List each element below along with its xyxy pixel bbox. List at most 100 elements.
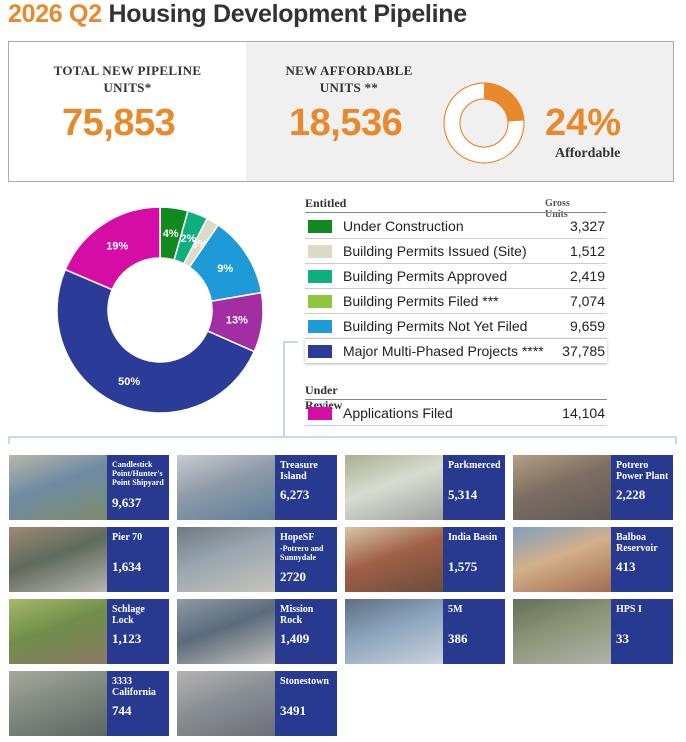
- project-name: 3333 California: [112, 676, 156, 698]
- donut-slice-label: 2%: [180, 233, 196, 245]
- legend-entitled-heading: Entitled: [305, 196, 347, 210]
- legend-swatch: [308, 295, 332, 308]
- legend-value: 1,512: [569, 243, 605, 259]
- donut-slice-label: 50%: [118, 376, 140, 388]
- project-photo: [345, 455, 443, 520]
- project-photo: [9, 527, 107, 592]
- project-name: Schlage Lock: [112, 604, 145, 626]
- affordable-units-value: 18,536: [289, 102, 403, 144]
- project-units: 5,314: [448, 487, 478, 502]
- project-card: Balboa Reservoir 413: [513, 527, 673, 592]
- legend-swatch: [308, 245, 332, 258]
- project-photo: [345, 599, 443, 664]
- legend-swatch: [308, 345, 332, 358]
- project-name: Potrero Power Plant: [616, 460, 669, 482]
- legend-row: Building Permits Not Yet Filed 9,659: [305, 314, 607, 339]
- project-photo: [177, 455, 275, 520]
- project-units: 386: [448, 631, 468, 646]
- legend-row: Building Permits Approved 2,419: [305, 264, 607, 289]
- project-card: India Basin 1,575: [345, 527, 505, 592]
- project-name: HopeSF -Potrero and Sunnydale: [280, 532, 336, 562]
- legend-value: 2,419: [569, 268, 605, 284]
- project-card: HPS I 33: [513, 599, 673, 664]
- project-photo: [513, 455, 611, 520]
- project-units: 1,409: [280, 631, 310, 646]
- legend-value: 37,785: [562, 343, 605, 359]
- project-name: Balboa Reservoir: [616, 532, 658, 554]
- project-card: Treasure Island 6,273: [177, 455, 337, 520]
- title-text: Housing Development Pipeline: [108, 0, 467, 28]
- donut-slice-label: 13%: [226, 314, 248, 326]
- projects-bracket: [8, 436, 677, 444]
- project-name: Stonestown: [280, 676, 329, 687]
- project-photo: [9, 671, 107, 736]
- legend-swatch: [308, 270, 332, 283]
- project-photo: [513, 599, 611, 664]
- project-name: Candlestick Point/Hunter's Point Shipyar…: [112, 460, 164, 487]
- project-name: Pier 70: [112, 532, 143, 543]
- pipeline-donut-chart: 4% 2%3%9%13%50%19%: [56, 206, 264, 414]
- project-card: Schlage Lock 1,123: [9, 599, 169, 664]
- project-name: Mission Rock: [280, 604, 314, 626]
- legend-row: Under Construction 3,327: [305, 214, 607, 239]
- legend-row: Building Permits Issued (Site) 1,512: [305, 239, 607, 264]
- legend-swatch: [308, 320, 332, 333]
- affordable-ring: [443, 82, 525, 164]
- project-photo: [9, 455, 107, 520]
- affordable-units-label: NEW AFFORDABLE UNITS **: [285, 63, 413, 95]
- project-units: 1,575: [448, 559, 478, 574]
- project-card: 5M 386: [345, 599, 505, 664]
- legend-name: Applications Filed: [343, 405, 453, 421]
- project-photo: [177, 527, 275, 592]
- affordable-ring-fill: [484, 83, 524, 122]
- project-photo: [345, 527, 443, 592]
- affordable-caption: Affordable: [555, 146, 621, 161]
- project-units: 6,273: [280, 487, 310, 502]
- project-card: 3333 California 744: [9, 671, 169, 736]
- project-card: Mission Rock 1,409: [177, 599, 337, 664]
- legend-rule: [305, 212, 607, 213]
- project-units: 9,637: [112, 495, 142, 510]
- project-units: 413: [616, 559, 636, 574]
- page-title: 2026 Q2 Housing Development Pipeline: [8, 0, 467, 29]
- project-units: 3491: [280, 703, 306, 718]
- legend-value: 3,327: [569, 218, 605, 234]
- legend-name: Building Permits Issued (Site): [343, 243, 527, 259]
- total-units-value: 75,853: [62, 102, 176, 144]
- legend-connector: [283, 341, 298, 436]
- project-card: Stonestown 3491: [177, 671, 337, 736]
- legend-name: Major Multi-Phased Projects ****: [343, 343, 544, 359]
- title-year: 2026 Q2: [8, 0, 102, 28]
- affordable-percent: 24%: [545, 102, 622, 144]
- project-subtitle: -Potrero and Sunnydale: [280, 544, 324, 562]
- donut-slice-6: [64, 206, 161, 291]
- project-card: Candlestick Point/Hunter's Point Shipyar…: [9, 455, 169, 520]
- legend-swatch: [308, 407, 332, 420]
- legend-rule: [305, 399, 607, 400]
- legend-name: Under Construction: [343, 218, 464, 234]
- project-name: HPS I: [616, 604, 642, 615]
- project-name: India Basin: [448, 532, 498, 543]
- legend-row: Major Multi-Phased Projects **** 37,785: [305, 339, 607, 364]
- project-units: 1,634: [112, 559, 142, 574]
- legend-value: 14,104: [562, 405, 605, 421]
- total-units-label: TOTAL NEW PIPELINE UNITS*: [53, 63, 202, 95]
- legend-row: Building Permits Filed *** 7,074: [305, 289, 607, 314]
- project-units: 1,123: [112, 631, 142, 646]
- legend-row: Applications Filed 14,104: [305, 401, 607, 426]
- project-name: 5M: [448, 604, 463, 615]
- legend-units-heading: Gross Units: [545, 198, 570, 220]
- total-units-card: TOTAL NEW PIPELINE UNITS* 75,853: [9, 42, 246, 181]
- project-photo: [177, 599, 275, 664]
- project-units: 744: [112, 703, 132, 718]
- project-photo: [177, 671, 275, 736]
- legend-swatch: [308, 220, 332, 233]
- project-units: 2,228: [616, 487, 646, 502]
- affordable-ring-inner-outline: [459, 98, 509, 148]
- donut-slice-label: 9%: [217, 263, 233, 275]
- project-units: 33: [616, 631, 629, 646]
- project-card: HopeSF -Potrero and Sunnydale 2720: [177, 527, 337, 592]
- donut-slice-5: [56, 268, 256, 414]
- project-photo: [513, 527, 611, 592]
- donut-slice-label: 4%: [163, 228, 179, 240]
